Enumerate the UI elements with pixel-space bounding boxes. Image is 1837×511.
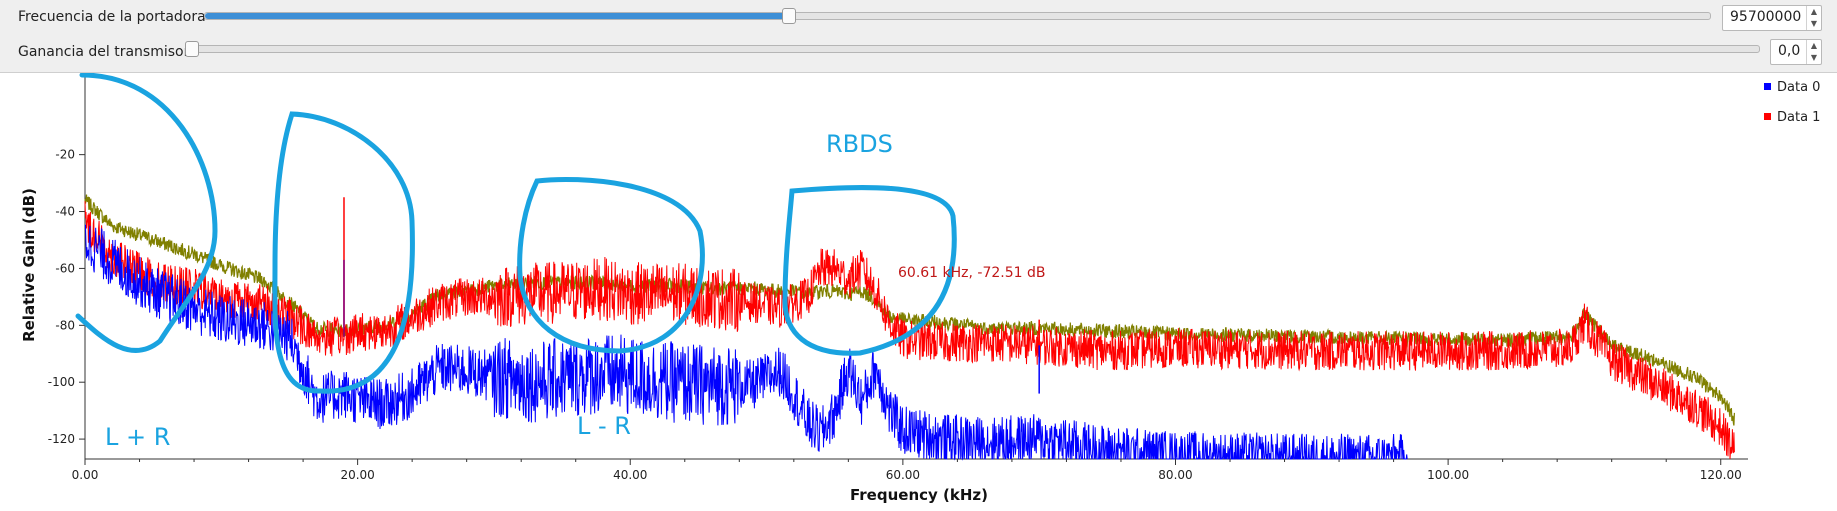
- y-tick-label: -40: [55, 205, 75, 219]
- carrier-freq-label: Frecuencia de la portadora: [18, 9, 206, 25]
- chevron-down-icon[interactable]: ▼: [1809, 18, 1819, 29]
- carrier-freq-spinbox[interactable]: 95700000 ▲ ▼: [1722, 5, 1822, 31]
- tx-gain-row: Ganancia del transmisor 0,0 ▲ ▼: [0, 36, 1837, 72]
- tx-gain-value[interactable]: 0,0: [1778, 43, 1800, 59]
- x-tick-label: 100.00: [1427, 468, 1469, 482]
- tx-gain-label: Ganancia del transmisor: [18, 44, 189, 60]
- legend-swatch: [1764, 113, 1771, 120]
- carrier-freq-value[interactable]: 95700000: [1730, 9, 1801, 25]
- tx-gain-slider[interactable]: [190, 45, 1760, 53]
- x-tick-label: 40.00: [613, 468, 647, 482]
- annotation-lr-diff: L - R: [577, 412, 631, 440]
- tx-gain-spin-arrows: ▲ ▼: [1806, 40, 1821, 64]
- legend-label: Data 1: [1777, 110, 1820, 125]
- x-tick-label: 60.00: [886, 468, 920, 482]
- legend-swatch: [1764, 83, 1771, 90]
- x-axis-label: Frequency (kHz): [850, 486, 988, 504]
- y-tick-label: -20: [55, 148, 75, 162]
- x-tick-label: 0.00: [72, 468, 99, 482]
- annotation-rbds: RBDS: [826, 130, 893, 158]
- y-tick-label: -80: [55, 318, 75, 332]
- x-tick-label: 120.00: [1700, 468, 1742, 482]
- y-axis-label: Relative Gain (dB): [20, 188, 38, 342]
- y-tick-label: -100: [48, 375, 75, 389]
- carrier-freq-slider[interactable]: [204, 12, 1711, 20]
- y-tick-label: -60: [55, 261, 75, 275]
- annotation-lr-sum: L + R: [105, 423, 170, 451]
- carrier-freq-row: Frecuencia de la portadora 95700000 ▲ ▼: [0, 0, 1837, 36]
- chevron-up-icon[interactable]: ▲: [1809, 40, 1819, 51]
- spectrum-plot-panel: 0.00 20.00 40.00 60.00 80.00 100.00 120.00 -20 -…: [0, 72, 1837, 511]
- y-tick-label: -120: [48, 432, 75, 446]
- tx-gain-spinbox[interactable]: 0,0 ▲ ▼: [1770, 39, 1822, 65]
- chevron-down-icon[interactable]: ▼: [1809, 52, 1819, 63]
- legend-item-data-0[interactable]: Data 0: [1764, 80, 1820, 95]
- legend-item-data-1[interactable]: Data 1: [1764, 110, 1820, 125]
- legend-label: Data 0: [1777, 80, 1820, 95]
- marker-readout: 60.61 kHz, -72.51 dB: [898, 265, 1046, 281]
- plot-annotations: [78, 75, 954, 391]
- spectrum-plot[interactable]: 0.00 20.00 40.00 60.00 80.00 100.00 120.00 -20 -…: [0, 73, 1837, 511]
- carrier-freq-slider-handle[interactable]: [782, 8, 796, 24]
- plot-series: [85, 195, 1734, 459]
- tx-gain-slider-handle[interactable]: [185, 41, 199, 57]
- x-tick-label: 20.00: [340, 468, 374, 482]
- carrier-freq-slider-fill: [205, 13, 788, 19]
- chevron-up-icon[interactable]: ▲: [1809, 6, 1819, 17]
- x-tick-label: 80.00: [1158, 468, 1192, 482]
- carrier-freq-spin-arrows: ▲ ▼: [1806, 6, 1821, 30]
